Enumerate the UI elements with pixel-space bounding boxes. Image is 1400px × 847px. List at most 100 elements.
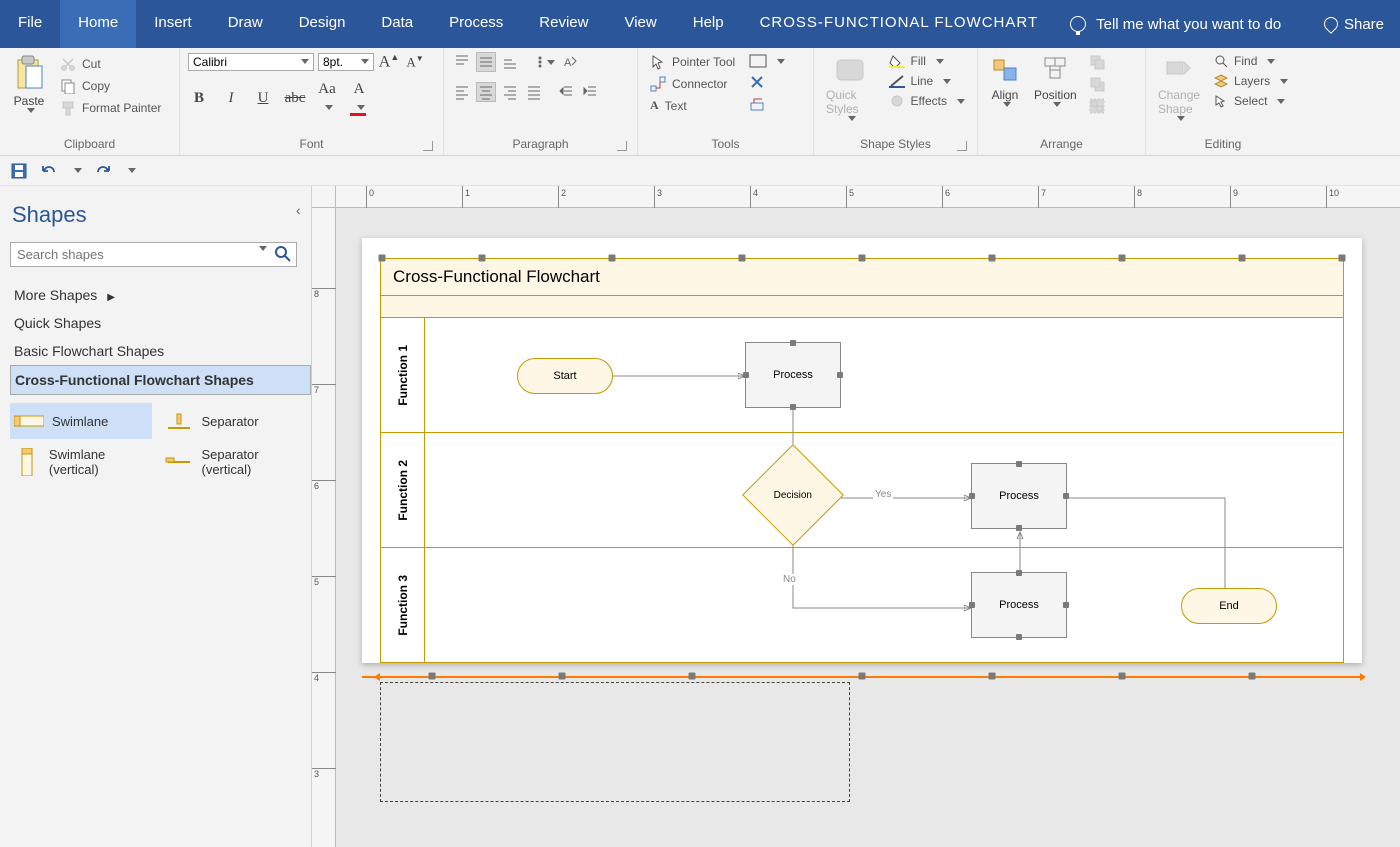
change-shape-button[interactable]: Change Shape xyxy=(1154,52,1204,123)
more-shapes-link[interactable]: More Shapes▶ xyxy=(10,281,311,309)
shape-search-input[interactable] xyxy=(10,242,297,267)
connection-point-button[interactable] xyxy=(745,72,789,92)
selection-handle[interactable] xyxy=(1119,255,1126,262)
send-back-button[interactable] xyxy=(1087,74,1107,94)
shape-swimlane-vertical[interactable]: Swimlane (vertical) xyxy=(10,441,152,483)
justify-button[interactable] xyxy=(524,82,544,102)
tab-home[interactable]: Home xyxy=(60,0,136,48)
align-top-button[interactable] xyxy=(452,52,472,72)
quick-styles-button[interactable]: Quick Styles xyxy=(822,52,879,123)
selection-handle[interactable] xyxy=(859,673,866,680)
shrink-font-button[interactable]: A▼ xyxy=(404,54,426,70)
tab-view[interactable]: View xyxy=(606,0,674,48)
stencil-basic-flowchart[interactable]: Basic Flowchart Shapes xyxy=(10,337,311,365)
italic-button[interactable]: I xyxy=(220,90,242,107)
tab-help[interactable]: Help xyxy=(675,0,742,48)
geometry-tool-button[interactable] xyxy=(745,94,789,114)
selection-handle[interactable] xyxy=(1339,255,1346,262)
align-button[interactable]: Align xyxy=(986,52,1024,109)
align-left-button[interactable] xyxy=(452,82,472,102)
dialog-launcher-icon[interactable] xyxy=(423,141,433,151)
decrease-indent-button[interactable] xyxy=(556,82,576,102)
font-family-select[interactable]: Calibri xyxy=(188,53,314,71)
tab-file[interactable]: File xyxy=(0,0,60,48)
shape-separator-vertical[interactable]: Separator (vertical) xyxy=(160,441,302,483)
bullets-button[interactable] xyxy=(536,52,556,72)
lane-label[interactable]: Function 3 xyxy=(381,548,425,662)
align-center-button[interactable] xyxy=(476,82,496,102)
lane-label[interactable]: Function 2 xyxy=(381,433,425,547)
dialog-launcher-icon[interactable] xyxy=(617,141,627,151)
rectangle-tool-button[interactable] xyxy=(745,52,789,70)
redo-button[interactable] xyxy=(94,162,112,180)
stencil-quick-shapes[interactable]: Quick Shapes xyxy=(10,309,311,337)
selection-handle[interactable] xyxy=(989,255,996,262)
effects-button[interactable]: Effects xyxy=(885,92,969,110)
selection-handle[interactable] xyxy=(689,673,696,680)
swimlane-phase-bar[interactable] xyxy=(381,296,1343,318)
lane-2[interactable]: Function 2 Decision Yes Process xyxy=(381,433,1343,548)
drawing-canvas[interactable]: 0 1 2 3 4 5 6 7 8 9 10 8 7 6 5 4 3 xyxy=(312,186,1400,847)
save-button[interactable] xyxy=(10,162,28,180)
selection-handle[interactable] xyxy=(859,255,866,262)
strikethrough-button[interactable]: abc xyxy=(284,90,306,107)
collapse-pane-button[interactable]: ‹ xyxy=(296,202,301,218)
pointer-tool-button[interactable]: Pointer Tool xyxy=(646,52,739,72)
swimlane-container[interactable]: Cross-Functional Flowchart xyxy=(380,258,1344,663)
align-middle-button[interactable] xyxy=(476,52,496,72)
swimlane-title[interactable]: Cross-Functional Flowchart xyxy=(381,259,1343,296)
shape-separator[interactable]: Separator xyxy=(160,403,302,439)
shape-swimlane[interactable]: Swimlane xyxy=(10,403,152,439)
selection-handle[interactable] xyxy=(479,255,486,262)
page[interactable]: Cross-Functional Flowchart xyxy=(362,238,1362,663)
qat-customize-button[interactable] xyxy=(128,168,136,173)
text-tool-button[interactable]: AText xyxy=(646,96,739,115)
copy-button[interactable]: Copy xyxy=(56,76,165,96)
node-start[interactable]: Start xyxy=(517,358,613,394)
selection-handle[interactable] xyxy=(739,255,746,262)
cut-button[interactable]: Cut xyxy=(56,54,165,74)
fill-button[interactable]: Fill xyxy=(885,52,969,70)
group-shapes-button[interactable] xyxy=(1087,96,1107,116)
font-size-select[interactable]: 8pt. xyxy=(318,53,374,71)
align-bottom-button[interactable] xyxy=(500,52,520,72)
lane-1[interactable]: Function 1 Start Process xyxy=(381,318,1343,433)
node-process-1[interactable]: Process xyxy=(745,342,841,408)
bring-front-button[interactable] xyxy=(1087,52,1107,72)
tab-draw[interactable]: Draw xyxy=(210,0,281,48)
select-button[interactable]: Select xyxy=(1210,92,1292,110)
tab-process[interactable]: Process xyxy=(431,0,521,48)
find-button[interactable]: Find xyxy=(1210,52,1292,70)
lane-3[interactable]: Function 3 No Process End xyxy=(381,548,1343,662)
tab-review[interactable]: Review xyxy=(521,0,606,48)
layers-button[interactable]: Layers xyxy=(1210,72,1292,90)
selection-handle[interactable] xyxy=(989,673,996,680)
selection-handle[interactable] xyxy=(1249,673,1256,680)
selection-handle[interactable] xyxy=(609,255,616,262)
connector-tool-button[interactable]: Connector xyxy=(646,74,739,94)
tab-design[interactable]: Design xyxy=(281,0,364,48)
lane-label[interactable]: Function 1 xyxy=(381,318,425,432)
node-process-2[interactable]: Process xyxy=(971,463,1067,529)
align-right-button[interactable] xyxy=(500,82,520,102)
increase-indent-button[interactable] xyxy=(580,82,600,102)
tell-me-search[interactable]: Tell me what you want to do xyxy=(1056,0,1295,48)
position-button[interactable]: Position xyxy=(1030,52,1081,109)
chevron-down-icon[interactable] xyxy=(74,168,82,173)
search-dropdown-button[interactable] xyxy=(259,246,267,251)
tab-insert[interactable]: Insert xyxy=(136,0,210,48)
selection-handle[interactable] xyxy=(1239,255,1246,262)
dialog-launcher-icon[interactable] xyxy=(957,141,967,151)
share-button[interactable]: Share xyxy=(1308,0,1400,48)
tab-data[interactable]: Data xyxy=(363,0,431,48)
font-color-button[interactable]: A xyxy=(348,81,370,115)
change-case-button[interactable]: Aa xyxy=(316,81,338,115)
node-decision[interactable]: Decision xyxy=(742,444,844,546)
format-painter-button[interactable]: Format Painter xyxy=(56,98,165,118)
line-button[interactable]: Line xyxy=(885,72,969,90)
undo-button[interactable] xyxy=(40,162,58,180)
stencil-cross-functional[interactable]: Cross-Functional Flowchart Shapes xyxy=(10,365,311,395)
selection-handle[interactable] xyxy=(1119,673,1126,680)
selection-handle[interactable] xyxy=(429,673,436,680)
selection-handle[interactable] xyxy=(559,673,566,680)
